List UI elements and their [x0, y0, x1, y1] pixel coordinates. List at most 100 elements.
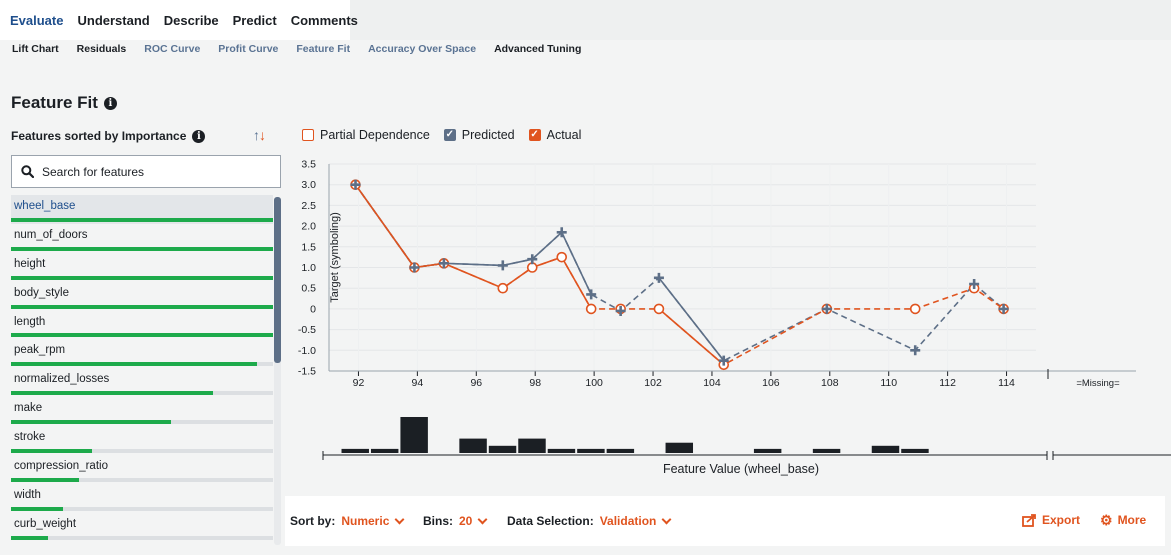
features-heading: Features sorted by Importance	[11, 129, 187, 143]
feature-name: length	[14, 315, 46, 328]
info-icon[interactable]: i	[192, 129, 206, 143]
feature-search-box[interactable]	[11, 155, 281, 188]
predicted-point	[409, 262, 420, 273]
histogram-bar	[400, 417, 428, 453]
feature-list-item[interactable]: num_of_doors	[11, 224, 273, 253]
checkbox-checked-icon[interactable]: ✓	[528, 129, 541, 141]
actual-point	[585, 303, 597, 315]
bins-dropdown[interactable]: 20	[459, 514, 488, 528]
tab-evaluate[interactable]: Evaluate	[10, 13, 64, 28]
histogram-bar	[606, 448, 635, 453]
legend-predicted[interactable]: ✓ Predicted	[443, 128, 515, 142]
subtab-feature-fit[interactable]: Feature Fit	[296, 43, 351, 55]
feature-list-item[interactable]: normalized_losses	[11, 368, 273, 397]
export-button[interactable]: Export	[1022, 513, 1080, 527]
importance-bar	[11, 362, 258, 367]
data-selection-dropdown[interactable]: Validation	[600, 514, 672, 528]
series-segment-predicted	[658, 277, 725, 362]
chevron-down-icon	[394, 514, 405, 524]
y-tick-label: 1.0	[301, 262, 316, 274]
importance-bar-track	[11, 535, 273, 540]
predicted-point	[615, 305, 626, 316]
subtab-profit-curve[interactable]: Profit Curve	[218, 43, 279, 55]
chevron-down-icon	[477, 514, 488, 524]
x-tick-label: 112	[939, 377, 956, 389]
more-button[interactable]: ⚙ More	[1100, 513, 1146, 527]
info-icon[interactable]: i	[103, 96, 117, 110]
x-tick-label: 94	[412, 377, 424, 389]
importance-bar	[11, 477, 80, 482]
y-tick-label: -1.0	[298, 345, 316, 357]
importance-bar-track	[11, 333, 273, 338]
checkbox-checked-icon[interactable]: ✓	[443, 129, 456, 141]
subtab-accuracy-over-space[interactable]: Accuracy Over Space	[368, 43, 477, 55]
histogram-bar	[488, 445, 517, 453]
feature-list-item[interactable]: width	[11, 484, 273, 513]
tab-comments[interactable]: Comments	[290, 13, 358, 28]
sort-by-dropdown[interactable]: Numeric	[341, 514, 405, 528]
predicted-point	[969, 279, 980, 290]
feature-list-item[interactable]: height	[11, 253, 273, 282]
bins-control: Bins: 20	[423, 514, 488, 528]
sort-up-arrow-icon[interactable]: ↑	[253, 127, 260, 143]
x-tick-label: 100	[585, 377, 603, 389]
sort-order-toggle[interactable]: ↑↓	[253, 127, 266, 143]
subtab-residuals[interactable]: Residuals	[76, 43, 127, 55]
feature-list-item[interactable]: body_style	[11, 282, 273, 311]
legend-actual[interactable]: ✓ Actual	[528, 128, 581, 142]
tab-understand[interactable]: Understand	[77, 13, 150, 28]
feature-name: compression_ratio	[14, 460, 108, 473]
gear-icon: ⚙	[1100, 512, 1113, 528]
chart-controls-bar: Sort by: Numeric Bins: 20 Data Selection…	[285, 496, 1165, 546]
y-tick-label: 3.5	[301, 159, 316, 171]
x-tick-label: 92	[353, 377, 365, 389]
predicted-point	[653, 272, 664, 283]
legend-label: Predicted	[461, 128, 515, 142]
scrollbar-thumb[interactable]	[274, 197, 281, 363]
y-tick-label: 3.0	[301, 179, 316, 191]
feature-list-item[interactable]: compression_ratio	[11, 455, 273, 484]
subtab-lift-chart[interactable]: Lift Chart	[12, 43, 59, 55]
importance-bar	[11, 246, 273, 251]
predicted-point	[998, 303, 1009, 314]
feature-list-item[interactable]: wheel_base	[11, 195, 273, 224]
feature-list-item[interactable]: length	[11, 311, 273, 340]
legend-partial-dependence[interactable]: Partial Dependence	[302, 128, 430, 142]
feature-list-scrollbar[interactable]	[274, 197, 281, 545]
feature-list-item[interactable]: peak_rpm	[11, 339, 273, 368]
importance-bar-track	[11, 506, 273, 511]
sort-down-arrow-icon[interactable]: ↓	[259, 127, 266, 143]
histogram-bar	[518, 438, 546, 453]
histogram-bar	[459, 438, 487, 453]
feature-list-item[interactable]: curb_weight	[11, 513, 273, 542]
subtab-advanced-tuning[interactable]: Advanced Tuning	[494, 43, 582, 55]
importance-bar-track	[11, 420, 273, 425]
histogram-bar	[341, 448, 369, 453]
checkbox-unchecked-icon[interactable]	[302, 129, 314, 141]
tab-predict[interactable]: Predict	[232, 13, 277, 28]
subtab-roc-curve[interactable]: ROC Curve	[144, 43, 201, 55]
importance-bar-track	[11, 275, 273, 280]
actual-point	[653, 303, 665, 315]
feature-list-item[interactable]: stroke	[11, 426, 273, 455]
sort-by-value: Numeric	[341, 514, 390, 528]
y-tick-label: -1.5	[298, 366, 316, 378]
importance-bar	[11, 275, 273, 280]
search-input[interactable]	[42, 164, 262, 179]
tab-describe[interactable]: Describe	[163, 13, 219, 28]
predicted-point	[497, 260, 508, 271]
feature-name: curb_weight	[14, 517, 77, 530]
importance-bar	[11, 391, 213, 396]
top-tabs: Evaluate Understand Describe Predict Comment…	[10, 13, 358, 28]
y-tick-label: 0.5	[301, 283, 316, 295]
importance-bar-track	[11, 246, 273, 251]
feature-list-item[interactable]: make	[11, 397, 273, 426]
search-icon	[21, 165, 34, 178]
y-tick-label: 1.5	[301, 241, 316, 253]
predicted-point	[718, 355, 729, 366]
x-tick-label: 96	[470, 377, 482, 389]
predicted-point	[350, 179, 361, 190]
importance-bar	[11, 420, 171, 425]
series-line-predicted-dashed	[354, 184, 1005, 362]
features-heading-row: Features sorted by Importance i	[11, 129, 206, 143]
